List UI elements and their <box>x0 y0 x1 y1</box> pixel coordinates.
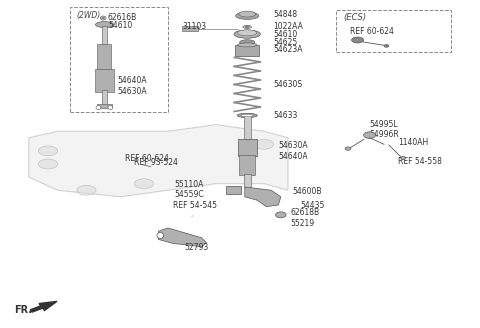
Text: 52793: 52793 <box>185 243 209 252</box>
Text: REF 93-524: REF 93-524 <box>134 158 178 167</box>
Ellipse shape <box>243 26 252 29</box>
Bar <box>102 26 107 89</box>
Text: 54625: 54625 <box>274 38 298 47</box>
Bar <box>226 186 241 194</box>
Polygon shape <box>158 228 206 247</box>
Text: (ECS): (ECS) <box>343 13 366 22</box>
Text: 54633: 54633 <box>274 111 298 120</box>
Ellipse shape <box>96 106 101 110</box>
Text: 54610: 54610 <box>274 30 298 39</box>
Ellipse shape <box>240 40 255 45</box>
FancyArrow shape <box>30 301 57 312</box>
Ellipse shape <box>276 212 286 218</box>
Ellipse shape <box>351 37 364 43</box>
Bar <box>95 69 114 92</box>
Text: 62616B: 62616B <box>108 13 137 22</box>
Bar <box>239 155 255 175</box>
Ellipse shape <box>157 233 164 238</box>
Text: 54630A
54640A: 54630A 54640A <box>278 141 308 161</box>
Ellipse shape <box>38 146 58 156</box>
Text: 55110A
54559C: 55110A 54559C <box>174 180 204 199</box>
Ellipse shape <box>96 22 114 28</box>
Bar <box>182 26 198 31</box>
Ellipse shape <box>384 45 389 47</box>
Ellipse shape <box>100 16 106 20</box>
Ellipse shape <box>102 17 105 19</box>
Ellipse shape <box>364 132 376 138</box>
Bar <box>235 45 259 56</box>
Text: REF 54-545: REF 54-545 <box>173 201 217 216</box>
Ellipse shape <box>345 147 351 150</box>
Bar <box>102 90 107 105</box>
Ellipse shape <box>236 12 259 19</box>
Bar <box>244 174 251 187</box>
Text: REF 54-558: REF 54-558 <box>398 157 442 166</box>
Text: 1022AA: 1022AA <box>274 22 303 31</box>
Ellipse shape <box>245 26 250 28</box>
Text: REF 60-624: REF 60-624 <box>125 154 168 163</box>
Text: 54640A
54630A: 54640A 54630A <box>118 76 147 96</box>
Ellipse shape <box>238 30 257 36</box>
Text: 54848: 54848 <box>274 10 298 19</box>
Ellipse shape <box>238 43 257 47</box>
Text: 54623A: 54623A <box>274 45 303 54</box>
Ellipse shape <box>77 185 96 195</box>
Polygon shape <box>245 187 281 207</box>
Ellipse shape <box>241 114 253 116</box>
Bar <box>97 44 111 71</box>
Text: (2WD): (2WD) <box>77 11 101 20</box>
Bar <box>97 104 112 108</box>
Ellipse shape <box>108 106 113 110</box>
Ellipse shape <box>239 11 256 17</box>
Bar <box>244 115 251 142</box>
Text: 54630S: 54630S <box>274 80 303 89</box>
Ellipse shape <box>38 159 58 169</box>
Text: REF 60-624: REF 60-624 <box>350 27 394 36</box>
Ellipse shape <box>234 30 261 38</box>
Text: 54435: 54435 <box>300 200 324 210</box>
Polygon shape <box>29 125 288 197</box>
Text: 54600B: 54600B <box>293 187 322 196</box>
Text: 54610: 54610 <box>108 21 132 30</box>
Text: 62618B
55219: 62618B 55219 <box>290 208 320 228</box>
Text: 54995L
54996R: 54995L 54996R <box>370 120 399 139</box>
Ellipse shape <box>254 139 274 149</box>
Text: 31103: 31103 <box>182 22 206 31</box>
Text: FR.: FR. <box>14 305 32 315</box>
Text: 1140AH: 1140AH <box>398 138 429 147</box>
Ellipse shape <box>134 179 154 189</box>
Bar <box>238 139 257 156</box>
Ellipse shape <box>401 156 406 160</box>
Ellipse shape <box>237 113 257 117</box>
